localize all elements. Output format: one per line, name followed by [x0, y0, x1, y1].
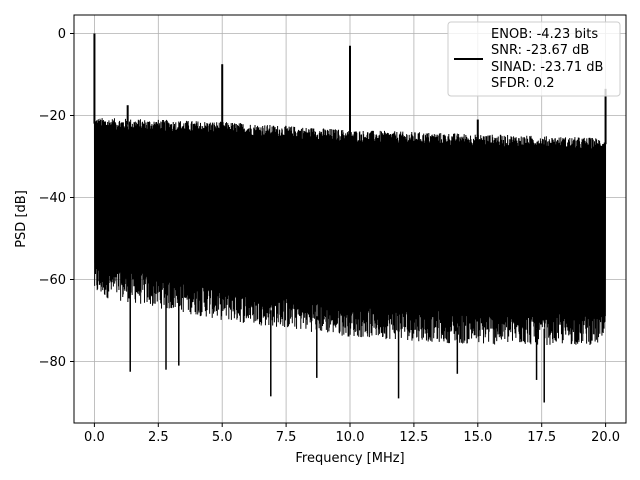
- y-tick-label: −60: [39, 273, 66, 288]
- x-tick-label: 5.0: [212, 430, 233, 445]
- x-tick-label: 2.5: [148, 430, 169, 445]
- x-tick-label: 12.5: [399, 430, 428, 445]
- y-tick-label: −80: [39, 355, 66, 370]
- x-axis-label: Frequency [MHz]: [295, 451, 404, 466]
- legend-snr: SNR: -23.67 dB: [491, 43, 589, 58]
- x-tick-label: 20.0: [591, 430, 620, 445]
- y-tick-label: −20: [39, 109, 66, 124]
- legend-enob: ENOB: -4.23 bits: [491, 27, 598, 42]
- x-tick-label: 17.5: [527, 430, 556, 445]
- legend: ENOB: -4.23 bits SNR: -23.67 dB SINAD: -…: [447, 21, 621, 97]
- y-axis: 0 −20 −40 −60 −80: [39, 27, 74, 370]
- y-tick-label: −40: [39, 191, 66, 206]
- x-axis: 0.0 2.5 5.0 7.5 10.0 12.5 15.0 17.5 20.0: [84, 423, 620, 445]
- y-axis-label: PSD [dB]: [14, 190, 29, 248]
- y-tick-label: 0: [58, 27, 66, 42]
- legend-box: [447, 21, 621, 97]
- x-tick-label: 15.0: [463, 430, 492, 445]
- legend-sfdr: SFDR: 0.2: [491, 76, 555, 91]
- noise-band: [94, 131, 606, 313]
- legend-sinad: SINAD: -23.71 dB: [491, 60, 603, 75]
- x-tick-label: 7.5: [276, 430, 297, 445]
- x-tick-label: 10.0: [336, 430, 365, 445]
- psd-trace: [93, 33, 607, 403]
- x-tick-label: 0.0: [84, 430, 105, 445]
